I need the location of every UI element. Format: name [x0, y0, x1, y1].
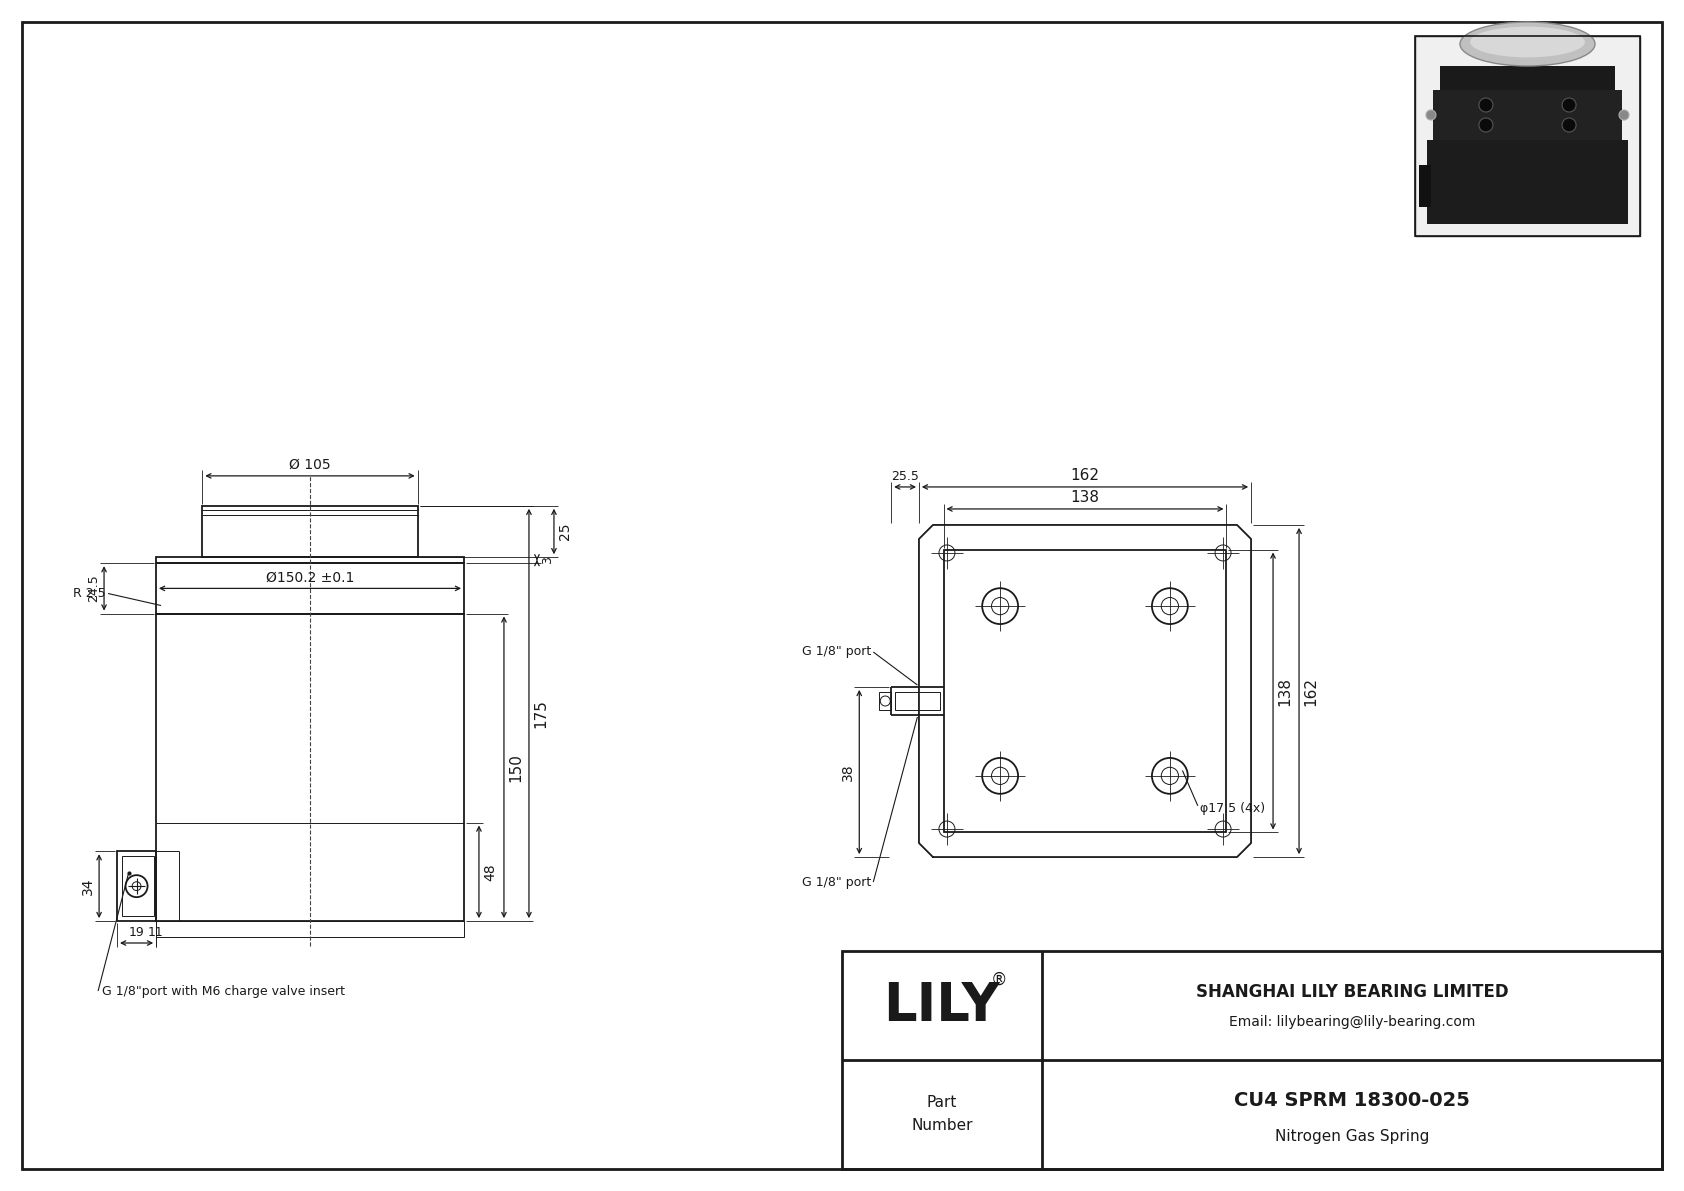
Text: CU4 SPRM 18300-025: CU4 SPRM 18300-025	[1234, 1091, 1470, 1110]
Bar	[202, 506, 418, 557]
Text: 162: 162	[1303, 676, 1319, 705]
Text: Part
Number: Part Number	[911, 1096, 973, 1133]
Text: φ17.5 (4x): φ17.5 (4x)	[1199, 803, 1265, 816]
Text: 25.5: 25.5	[891, 470, 919, 482]
Text: 3: 3	[541, 556, 554, 565]
Bar	[1440, 66, 1615, 91]
Bar	[1420, 166, 1431, 207]
Circle shape	[1426, 110, 1436, 120]
Circle shape	[1563, 118, 1576, 132]
Text: G 1/8" port: G 1/8" port	[802, 875, 871, 888]
Text: G 1/8" port: G 1/8" port	[802, 646, 871, 659]
Text: LILY: LILY	[884, 980, 1000, 1031]
Text: 38: 38	[842, 763, 855, 781]
Text: 48: 48	[483, 863, 497, 880]
Bar	[123, 856, 153, 916]
Text: 19: 19	[128, 925, 145, 939]
Ellipse shape	[1470, 26, 1585, 57]
Bar	[157, 613, 465, 921]
Circle shape	[1479, 98, 1494, 112]
Bar	[157, 921, 465, 937]
Text: SHANGHAI LILY BEARING LIMITED: SHANGHAI LILY BEARING LIMITED	[1196, 983, 1509, 1000]
Bar	[157, 563, 465, 613]
Circle shape	[1563, 98, 1576, 112]
Ellipse shape	[1460, 21, 1595, 66]
Text: Ø 105: Ø 105	[290, 457, 330, 472]
Bar	[1433, 91, 1622, 141]
Bar	[1426, 141, 1628, 224]
Circle shape	[1479, 118, 1494, 132]
Bar	[943, 549, 1226, 833]
Text: 138: 138	[1276, 676, 1292, 705]
Text: R 2.5: R 2.5	[74, 587, 106, 600]
Text: 162: 162	[1071, 468, 1100, 482]
Circle shape	[1618, 110, 1628, 120]
Bar	[879, 692, 891, 710]
Text: 25: 25	[557, 523, 573, 541]
Bar	[896, 692, 940, 710]
Text: 11: 11	[148, 925, 163, 939]
Text: 24.5: 24.5	[88, 574, 99, 603]
Bar	[1415, 36, 1640, 236]
Text: Ø150.2 ±0.1: Ø150.2 ±0.1	[266, 570, 354, 585]
Text: 34: 34	[81, 878, 94, 894]
Bar	[118, 852, 157, 921]
Text: G 1/8"port with M6 charge valve insert: G 1/8"port with M6 charge valve insert	[103, 985, 345, 998]
Text: Nitrogen Gas Spring: Nitrogen Gas Spring	[1275, 1129, 1430, 1143]
Text: 175: 175	[532, 699, 547, 728]
Text: 138: 138	[1071, 490, 1100, 505]
Bar	[157, 557, 465, 563]
Text: 150: 150	[509, 753, 524, 781]
Text: Email: lilybearing@lily-bearing.com: Email: lilybearing@lily-bearing.com	[1229, 1015, 1475, 1029]
Text: ®: ®	[990, 971, 1007, 989]
Bar	[1415, 36, 1640, 236]
Bar	[842, 950, 1662, 1170]
